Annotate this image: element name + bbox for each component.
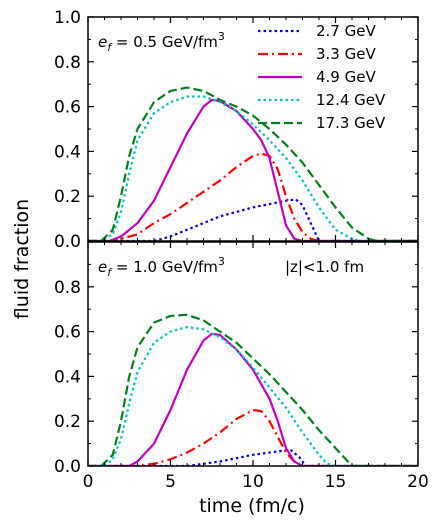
legend-label: 4.9 GeV <box>316 68 376 86</box>
y-tick-label: 0.0 <box>54 232 81 252</box>
x-tick-label: 10 <box>242 472 264 492</box>
series-line-3-3-gev <box>88 408 418 466</box>
y-tick-label: 0.4 <box>54 142 81 162</box>
legend-label: 12.4 GeV <box>316 91 386 109</box>
legend: 2.7 GeV 3.3 GeV 4.9 GeV 12.4 GeV 17.3 GeV <box>258 22 386 132</box>
legend-label: 2.7 GeV <box>316 22 376 40</box>
series-line-12-4-gev <box>88 95 418 241</box>
series-line-2-7-gev <box>88 449 418 466</box>
x-tick-label: 15 <box>325 472 347 492</box>
legend-label: 3.3 GeV <box>316 45 376 63</box>
x-tick-label: 5 <box>165 472 176 492</box>
legend-label: 17.3 GeV <box>316 114 386 132</box>
series-group <box>88 86 418 241</box>
panel-annotation: ef = 0.5 GeV/fm3 <box>98 30 225 54</box>
y-tick-label: 0.8 <box>54 278 81 298</box>
x-tick-label: 20 <box>407 472 429 492</box>
series-line-3-3-gev <box>88 152 418 241</box>
x-axis-title: time (fm/c) <box>199 495 305 517</box>
series-line-12-4-gev <box>88 326 418 466</box>
panel-annotation-z: |z|<1.0 fm <box>285 258 364 276</box>
series-line-2-7-gev <box>88 198 418 241</box>
series-line-17-3-gev <box>88 86 418 241</box>
y-tick-label: 0.8 <box>54 53 81 73</box>
x-tick-label: 0 <box>83 472 94 492</box>
series-group <box>88 313 418 466</box>
y-tick-label: 0.0 <box>54 457 81 477</box>
y-tick-label: 0.2 <box>54 187 81 207</box>
y-tick-label: 0.6 <box>54 98 81 118</box>
y-tick-label: 0.4 <box>54 367 81 387</box>
y-tick-label: 1.0 <box>54 8 81 28</box>
panel-top: 0.0 0.2 0.4 0.6 0.8 1.0 ef = 0.5 GeV/fm3 2.7 Ge… <box>54 8 419 252</box>
y-tick-label: 0.2 <box>54 412 81 432</box>
panel-annotation: ef = 1.0 GeV/fm3 <box>98 255 225 279</box>
series-line-17-3-gev <box>88 313 418 466</box>
y-tick-label: 0.6 <box>54 323 81 343</box>
panels: 0.0 0.2 0.4 0.6 0.8 1.0 ef = 0.5 GeV/fm3 2.7 Ge… <box>54 8 429 492</box>
panel-bottom: 0 5 10 15 20 0.0 0.2 0.4 0.6 0.8 ef = 1.0 GeV/fm3 |… <box>54 241 429 492</box>
y-axis-title: fluid fraction <box>11 199 33 319</box>
series-line-4-9-gev <box>88 332 418 466</box>
